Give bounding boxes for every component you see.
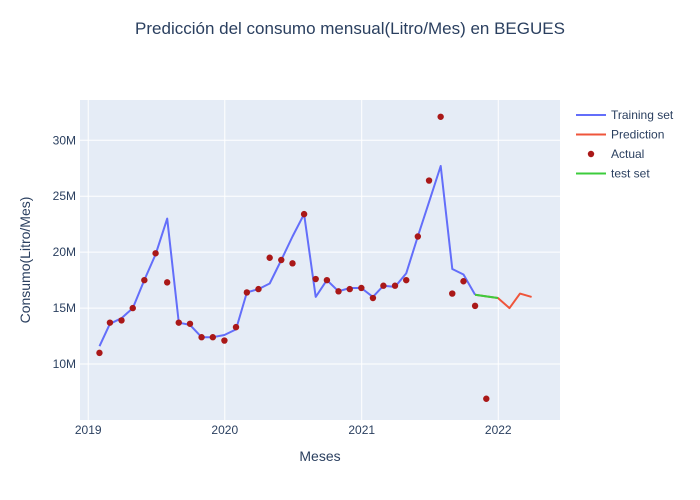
legend-label: test set [611,167,650,181]
legend-label: Prediction [611,128,664,142]
x-tick-label: 2019 [75,423,102,437]
data-point-actual [312,275,319,283]
data-point-actual [403,276,410,284]
data-point-actual [335,288,342,295]
y-tick-label: 30M [53,133,76,147]
data-point-actual [278,256,285,264]
data-point-actual [118,317,125,324]
data-point-actual [289,260,296,267]
data-point-actual [471,302,479,310]
data-point-actual [221,337,228,344]
x-tick-label: 2020 [211,423,238,437]
data-point-actual [152,250,159,257]
data-point-actual [163,279,171,286]
legend-item-actual[interactable]: Actual [587,147,645,161]
data-point-actual [141,276,148,284]
data-point-actual [369,294,377,302]
legend: Training set Prediction Actual test set [576,108,674,181]
data-point-actual [358,284,365,292]
data-point-actual [96,349,103,357]
data-point-actual [483,395,490,402]
legend-item-test-set[interactable]: test set [576,167,650,181]
data-point-actual [425,177,433,184]
y-tick-label: 25M [53,189,76,203]
series-line-test-set [474,293,499,299]
x-gridlines [87,100,499,420]
data-point-actual [300,210,308,218]
y-tick-label: 20M [53,245,76,259]
y-axis-title: Consumo(Litro/Mes) [17,197,33,324]
data-point-actual [380,282,387,289]
legend-swatch [587,150,595,158]
data-point-actual [243,289,251,296]
data-point-actual [129,304,136,312]
data-point-actual [106,319,114,326]
data-point-actual [175,319,182,326]
y-tick-label: 10M [53,357,76,371]
data-point-actual [346,285,353,293]
data-point-actual [209,334,217,341]
legend-label: Actual [611,147,644,161]
y-tick-labels: 10M 15M 20M 25M 30M [53,133,76,371]
data-point-actual [266,254,273,261]
legend-item-prediction[interactable]: Prediction [576,128,664,142]
x-tick-labels: 2019 2020 2021 2022 [75,423,512,437]
data-point-actual [460,278,467,285]
x-tick-label: 2022 [485,423,512,437]
data-point-actual [232,323,240,331]
y-gridlines [80,139,560,365]
data-point-actual [449,290,456,297]
chart-title: Predicción del consumo mensual(Litro/Mes… [135,19,565,38]
series-lines [98,165,532,347]
x-tick-label: 2021 [348,423,375,437]
data-point-actual [414,233,422,240]
legend-label: Training set [611,108,674,122]
data-point-actual [437,113,444,120]
plot-area [80,100,560,420]
y-tick-label: 15M [53,301,76,315]
series-line-training-set [98,165,476,347]
data-point-actual [391,282,399,289]
data-point-actual [186,320,194,327]
data-point-actual [255,285,262,293]
legend-item-training-set[interactable]: Training set [576,108,674,122]
series-markers [96,113,490,402]
data-point-actual [323,276,331,284]
x-axis-title: Meses [299,448,340,464]
data-point-actual [198,334,205,341]
